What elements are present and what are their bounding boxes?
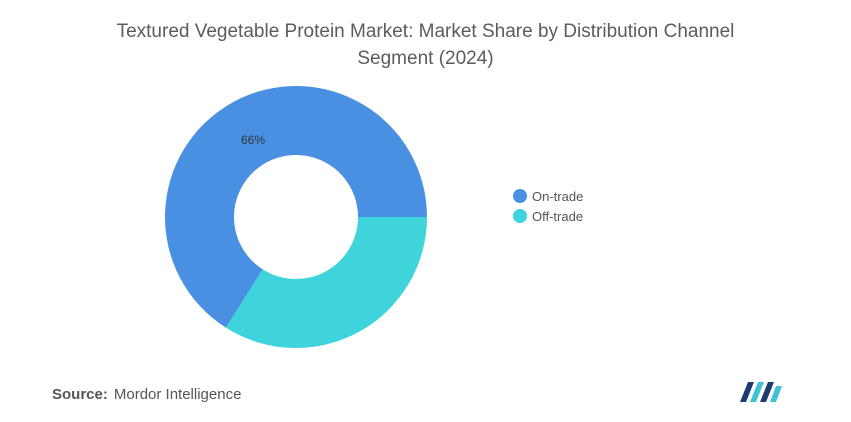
donut-slice-off-trade[interactable] [225,217,427,348]
legend-item-on-trade[interactable]: On-trade [513,186,583,206]
data-label-on-trade: 66% [241,133,265,147]
source-value: Mordor Intelligence [113,386,242,403]
mordor-intelligence-logo-icon [740,382,782,402]
source-note: Source: Mordor Intelligence [52,386,241,403]
legend-swatch-on-trade [513,189,527,203]
legend-label-off-trade: Off-trade [532,208,584,224]
source-key: Source: [52,386,108,403]
legend-label-on-trade: On-trade [532,188,584,204]
legend-swatch-off-trade [513,209,527,223]
chart-title: Textured Vegetable Protein Market: Marke… [116,21,735,69]
legend-item-off-trade[interactable]: Off-trade [513,206,583,226]
donut-slice-on-trade[interactable] [164,86,427,328]
legend: On-trade Off-trade [513,186,583,226]
